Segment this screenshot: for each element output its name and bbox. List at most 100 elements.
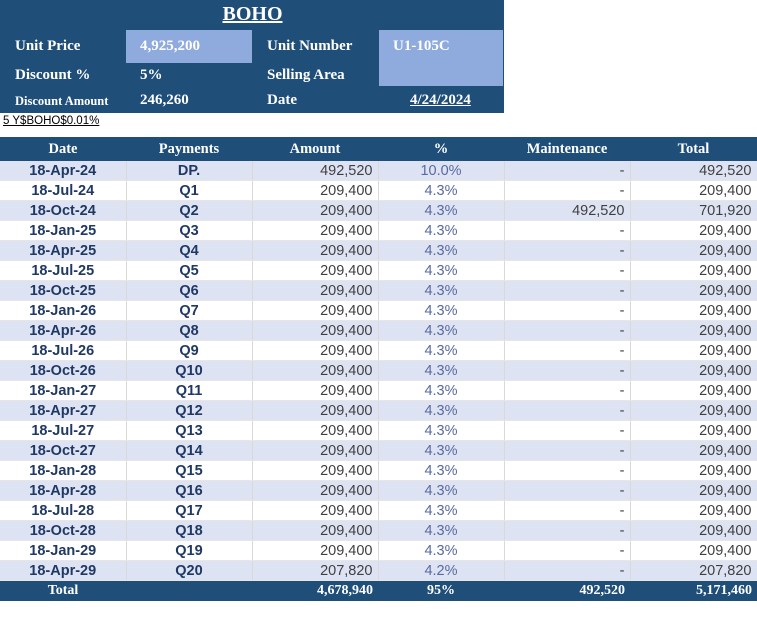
cell-amount: 492,520 (252, 161, 379, 181)
cell-percent: 4.3% (378, 500, 505, 521)
cell-total: 209,400 (630, 280, 757, 301)
cell-total: 209,400 (630, 240, 757, 261)
cell-date: 18-Jul-26 (0, 340, 127, 361)
cell-total: 209,400 (630, 460, 757, 481)
date-value: 4/24/2024 (410, 92, 471, 108)
cell-date: 18-Oct-25 (0, 280, 127, 301)
cell-payment: DP. (126, 161, 253, 181)
cell-total: 209,400 (630, 260, 757, 281)
cell-maintenance: - (504, 560, 631, 581)
cell-total: 209,400 (630, 340, 757, 361)
cell-amount: 209,400 (252, 460, 379, 481)
cell-percent: 4.3% (378, 520, 505, 541)
table-row: 18-Jul-26 Q9 209,400 4.3% -209,400 (0, 340, 757, 361)
cell-payment: Q8 (126, 320, 253, 341)
cell-percent: 4.3% (378, 540, 505, 561)
cell-date: 18-Apr-25 (0, 240, 127, 261)
cell-date: 18-Jan-26 (0, 300, 127, 321)
table-row: 18-Jul-28 Q17 209,400 4.3% -209,400 (0, 500, 757, 521)
cell-payment: Q13 (126, 420, 253, 441)
cell-date: 18-Apr-27 (0, 400, 127, 421)
unit-price-label: Unit Price (15, 38, 81, 54)
unit-number-label: Unit Number (267, 38, 353, 54)
total-amount: 4,678,940 (252, 580, 378, 601)
cell-total: 209,400 (630, 480, 757, 501)
cell-payment: Q10 (126, 360, 253, 381)
cell-payment: Q9 (126, 340, 253, 361)
cell-amount: 209,400 (252, 520, 379, 541)
discount-pct-label: Discount % (15, 67, 91, 83)
cell-amount: 209,400 (252, 440, 379, 461)
cell-percent: 4.3% (378, 400, 505, 421)
table-row: 18-Oct-28 Q18 209,400 4.3% -209,400 (0, 520, 757, 541)
cell-maintenance: - (504, 520, 631, 541)
unit-info-panel: BOHO Unit Price 4,925,200 Unit Number U1… (0, 0, 504, 113)
cell-percent: 4.3% (378, 260, 505, 281)
cell-total: 209,400 (630, 220, 757, 241)
cell-total: 209,400 (630, 440, 757, 461)
cell-maintenance: - (504, 380, 631, 401)
cell-maintenance: - (504, 300, 631, 321)
cell-amount: 209,400 (252, 340, 379, 361)
col-header-maintenance: Maintenance (504, 137, 630, 161)
cell-percent: 4.3% (378, 200, 505, 221)
cell-total: 209,400 (630, 520, 757, 541)
cell-amount: 209,400 (252, 500, 379, 521)
table-row: 18-Jul-27 Q13 209,400 4.3% -209,400 (0, 420, 757, 441)
col-header-payments: Payments (126, 137, 252, 161)
cell-amount: 209,400 (252, 200, 379, 221)
cell-total: 209,400 (630, 420, 757, 441)
cell-payment: Q7 (126, 300, 253, 321)
cell-percent: 4.3% (378, 320, 505, 341)
cell-payment: Q14 (126, 440, 253, 461)
cell-total: 701,920 (630, 200, 757, 221)
cell-maintenance: - (504, 400, 631, 421)
cell-date: 18-Jul-25 (0, 260, 127, 281)
cell-amount: 209,400 (252, 180, 379, 201)
discount-amount-label: Discount Amount (15, 94, 109, 108)
cell-payment: Q11 (126, 380, 253, 401)
cell-total: 209,400 (630, 500, 757, 521)
cell-date: 18-Oct-26 (0, 360, 127, 381)
cell-amount: 209,400 (252, 380, 379, 401)
cell-payment: Q16 (126, 480, 253, 501)
cell-date: 18-Jan-29 (0, 540, 127, 561)
cell-amount: 209,400 (252, 240, 379, 261)
cell-maintenance: - (504, 320, 631, 341)
cell-payment: Q20 (126, 560, 253, 581)
unit-price-box (126, 30, 252, 63)
table-row: 18-Oct-25 Q6 209,400 4.3% -209,400 (0, 280, 757, 301)
cell-date: 18-Jan-25 (0, 220, 127, 241)
grand-total: 5,171,460 (630, 580, 757, 601)
payment-schedule-table: Date Payments Amount % Maintenance Total… (0, 137, 757, 601)
cell-amount: 209,400 (252, 280, 379, 301)
cell-amount: 209,400 (252, 420, 379, 441)
cell-total: 209,400 (630, 400, 757, 421)
unit-number-value: U1-105C (393, 38, 450, 54)
cell-payment: Q2 (126, 200, 253, 221)
table-row: 18-Jan-25 Q3 209,400 4.3% -209,400 (0, 220, 757, 241)
cell-date: 18-Oct-28 (0, 520, 127, 541)
cell-payment: Q1 (126, 180, 253, 201)
cell-date: 18-Apr-29 (0, 560, 127, 581)
date-label: Date (267, 92, 297, 108)
cell-date: 18-Apr-24 (0, 161, 127, 181)
cell-total: 492,520 (630, 161, 757, 181)
cell-percent: 4.2% (378, 560, 505, 581)
table-row: 18-Jan-29 Q19 209,400 4.3% -209,400 (0, 540, 757, 561)
total-label: Total (0, 580, 126, 601)
cell-date: 18-Jul-27 (0, 420, 127, 441)
cell-percent: 4.3% (378, 380, 505, 401)
cell-date: 18-Jan-27 (0, 380, 127, 401)
cell-date: 18-Jul-24 (0, 180, 127, 201)
table-row: 18-Apr-24 DP. 492,520 10.0% -492,520 (0, 161, 757, 181)
cell-maintenance: - (504, 280, 631, 301)
cell-maintenance: - (504, 161, 631, 181)
cell-total: 207,820 (630, 560, 757, 581)
cell-payment: Q5 (126, 260, 253, 281)
cell-date: 18-Apr-28 (0, 480, 127, 501)
unit-number-box (379, 30, 503, 86)
cell-payment: Q6 (126, 280, 253, 301)
cell-total: 209,400 (630, 360, 757, 381)
cell-percent: 10.0% (378, 161, 505, 181)
